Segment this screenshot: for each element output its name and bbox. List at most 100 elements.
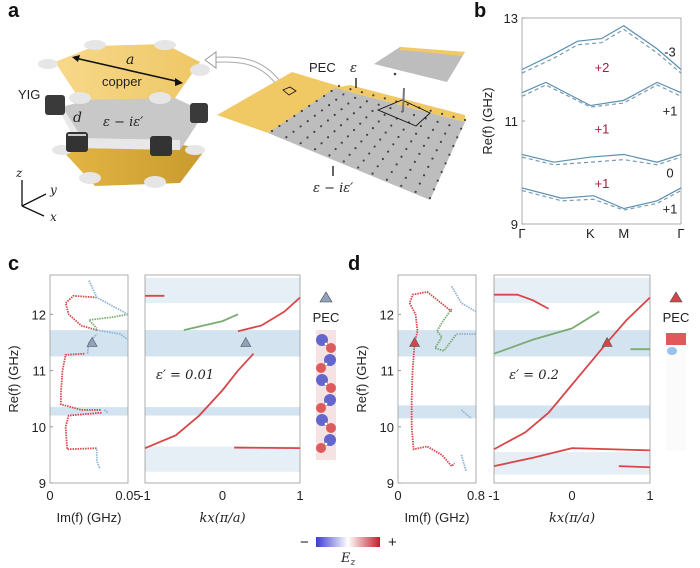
lattice-hole (439, 140, 443, 144)
lattice-hole (320, 125, 323, 128)
lattice-hole (406, 103, 409, 106)
lattice-hole (410, 140, 413, 143)
lattice-hole (340, 108, 343, 111)
band-chern-number: +1 (663, 202, 678, 217)
x-tick-label: -1 (488, 488, 500, 503)
series-line-solid (521, 81, 682, 107)
series-line-red (494, 293, 550, 310)
lattice-hole (360, 91, 364, 94)
lattice-hole (381, 157, 385, 161)
lattice-hole (372, 94, 375, 97)
colorbar-plus: + (388, 534, 397, 551)
lattice-hole (371, 109, 374, 113)
x-tick-label: M (618, 226, 629, 241)
lattice-hole (422, 144, 426, 147)
y-tick-label: 11 (505, 114, 519, 129)
lattice-hole (429, 109, 432, 112)
lattice-hole (427, 136, 430, 139)
lattice-hole (384, 131, 387, 134)
x-tick-label: Γ (518, 226, 525, 241)
series-line-red (234, 446, 301, 450)
series-line-blue (450, 285, 477, 313)
lattice-hole (435, 149, 438, 152)
pec-legend-label: PEC (313, 310, 340, 325)
lattice-hole (427, 165, 430, 169)
x-axis-label: Im(f) (GHz) (405, 510, 470, 525)
lattice-plate-schematic: PEC ε ε − iε′ (217, 47, 467, 200)
lattice-hole (323, 94, 326, 98)
y-tick-label: 12 (380, 307, 394, 322)
axis-y-label: y (49, 183, 57, 197)
pec-legend-label: PEC (663, 310, 690, 325)
bulk-band-region (494, 277, 650, 304)
y-axis-label: Re(f) (GHz) (354, 345, 369, 412)
panel-label-c: c (8, 253, 19, 275)
lattice-hole (352, 112, 356, 115)
axis-z-label: z (15, 166, 23, 180)
series-line-blue (96, 329, 129, 341)
y-tick-label: 9 (39, 476, 46, 491)
y-tick-label: 10 (380, 420, 394, 435)
pec-mode-marker (86, 336, 98, 347)
lattice-hole (413, 160, 416, 163)
y-tick-label: 9 (387, 476, 394, 491)
rod-diameter-label: d (73, 110, 82, 126)
bulk-band-region (398, 405, 476, 419)
lattice-hole (365, 100, 368, 103)
lattice-hole (402, 128, 405, 131)
lattice-hole (315, 99, 318, 103)
yig-label: YIG (18, 87, 40, 102)
lattice-hole (418, 182, 421, 185)
lattice-hole (444, 162, 447, 165)
lattice-hole (354, 147, 357, 150)
lattice-hole (377, 120, 380, 123)
series-line-blue (460, 454, 468, 473)
field-lobe-positive (316, 443, 326, 453)
series-line-solid (521, 25, 682, 71)
series-line-red (408, 290, 456, 468)
lattice-hole (383, 113, 386, 116)
lattice-hole (432, 188, 435, 191)
lattice-hole (431, 128, 435, 131)
x-tick-label: Γ (677, 226, 684, 241)
lattice-hole (346, 118, 349, 121)
lattice-hole (362, 159, 365, 162)
lattice-hole (409, 168, 412, 171)
series-line-blue (88, 280, 129, 316)
y-tick-label: 11 (381, 364, 395, 379)
panel-label-b: b (474, 0, 486, 22)
lattice-hole (365, 116, 368, 119)
series-line-red (493, 447, 651, 468)
axes-frame (397, 274, 477, 484)
top-permittivity-label: ε (350, 61, 357, 76)
rod-marker (324, 382, 328, 386)
x-tick-label: 0.8 (467, 488, 485, 503)
series-line-red (64, 411, 102, 451)
y-tick-label: 13 (504, 11, 518, 26)
y-tick-label: 12 (32, 307, 46, 322)
lattice-constant-label: a (126, 52, 134, 68)
y-tick-label: 10 (32, 420, 46, 435)
lattice-hole (376, 165, 379, 168)
series-line-red (493, 296, 651, 451)
yig-rod (45, 95, 65, 115)
lattice-hole (422, 174, 426, 177)
bulk-band-region (145, 277, 300, 304)
axes-frame (493, 274, 651, 484)
lossy-lattice-region (268, 88, 465, 200)
pec-legend-marker (669, 291, 683, 303)
lattice-hole (368, 152, 371, 155)
band-chern-number: -3 (664, 44, 676, 59)
bottom-permittivity-label: ε − iε′ (313, 181, 353, 196)
lattice-hole (300, 109, 303, 113)
field-lobe-positive (326, 383, 336, 393)
lattice-hole (334, 147, 337, 151)
lattice-hole (404, 176, 407, 179)
lattice-hole (285, 119, 288, 123)
gap-chern-number: +1 (595, 176, 610, 191)
lattice-hole (452, 115, 455, 119)
lattice-hole (326, 136, 330, 139)
bulk-band-region (494, 330, 650, 357)
lattice-hole (333, 113, 336, 116)
